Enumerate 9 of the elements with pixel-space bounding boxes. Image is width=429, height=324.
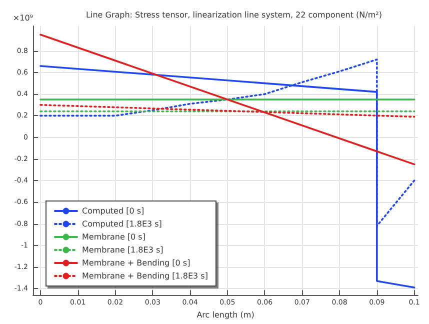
legend-label: Computed [1.8E3 s]: [82, 220, 162, 228]
x-axis-title: Arc length (m): [196, 310, 254, 320]
legend-label: Membrane + Bending [1.8E3 s]: [82, 272, 208, 280]
legend-label: Computed [0 s]: [82, 206, 144, 216]
legend-label: Membrane [1.8E3 s]: [82, 246, 164, 254]
y-axis-title: ×10⁹: [12, 14, 33, 22]
legend-label: Membrane + Bending [0 s]: [82, 258, 190, 268]
chart-title: Line Graph: Stress tensor, linearization line system, 22 component (N/m²): [86, 10, 382, 20]
legend-label: Membrane [0 s]: [82, 232, 146, 242]
